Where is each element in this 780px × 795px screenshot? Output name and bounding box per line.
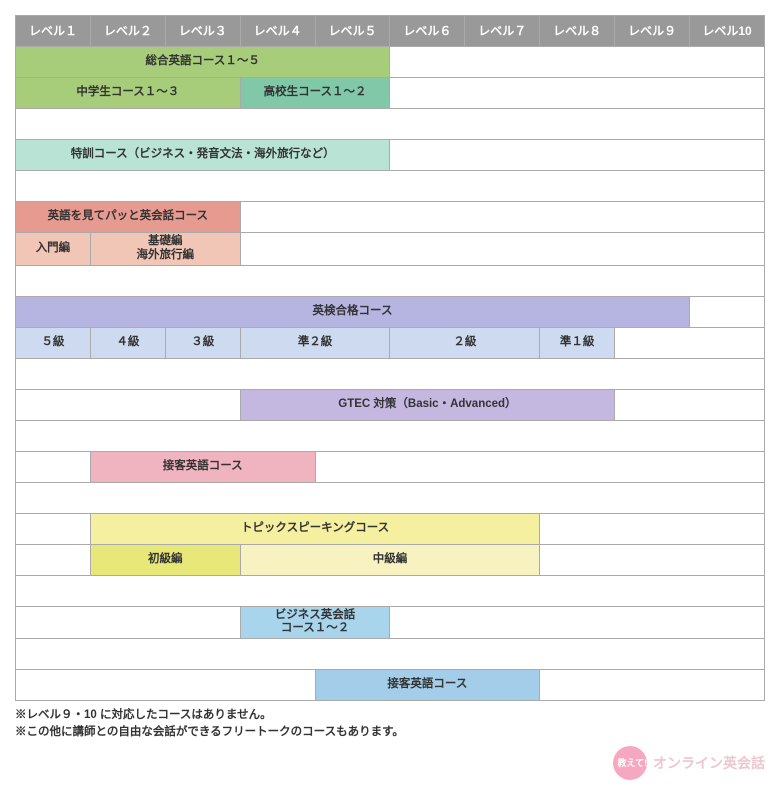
table-row (16, 575, 765, 606)
course-cell: 高校生コース１～２ (240, 78, 390, 109)
footnotes: ※レベル９・10 に対応したコースはありません。※この他に講師との自由な会話がで… (15, 707, 765, 742)
header-cell: レベル３ (165, 16, 240, 47)
table-row (16, 420, 765, 451)
table-row: 接客英語コース (16, 451, 765, 482)
empty-cell (16, 109, 765, 140)
table-row: 入門編基礎編 海外旅行編 (16, 233, 765, 266)
empty-cell (540, 670, 765, 701)
table-row: トピックスピーキングコース (16, 513, 765, 544)
header-cell: レベル８ (540, 16, 615, 47)
course-cell: ４級 (90, 327, 165, 358)
table-row (16, 358, 765, 389)
empty-cell (16, 358, 765, 389)
course-cell: 総合英語コース１～５ (16, 47, 390, 78)
empty-cell (615, 327, 765, 358)
watermark-text: オンライン英会話 (653, 755, 765, 771)
watermark-badge: 教えて! (613, 746, 647, 780)
table-row (16, 482, 765, 513)
course-cell: 準１級 (540, 327, 615, 358)
table-row: 総合英語コース１～５ (16, 47, 765, 78)
watermark: 教えて! オンライン英会話 (15, 746, 765, 780)
header-cell: レベル２ (90, 16, 165, 47)
course-cell: 英検合格コース (16, 296, 690, 327)
header-row: レベル１レベル２レベル３レベル４レベル５レベル６レベル７レベル８レベル９レベル1… (16, 16, 765, 47)
table-row (16, 109, 765, 140)
course-cell: 英語を見てパッと英会話コース (16, 202, 241, 233)
course-cell: ３級 (165, 327, 240, 358)
course-cell: 中級編 (240, 544, 540, 575)
empty-cell (390, 140, 765, 171)
table-row (16, 639, 765, 670)
header-cell: レベル10 (690, 16, 765, 47)
empty-cell (16, 420, 765, 451)
course-cell: 接客英語コース (315, 670, 540, 701)
empty-cell (615, 389, 765, 420)
course-cell: 入門編 (16, 233, 91, 266)
table-row: 特訓コース（ビジネス・発音文法・海外旅行など） (16, 140, 765, 171)
table-row: 英検合格コース (16, 296, 765, 327)
empty-cell (16, 171, 765, 202)
empty-cell (540, 513, 765, 544)
table-row: 初級編中級編 (16, 544, 765, 575)
empty-cell (16, 606, 241, 639)
empty-cell (16, 482, 765, 513)
empty-cell (16, 575, 765, 606)
course-cell: 基礎編 海外旅行編 (90, 233, 240, 266)
empty-cell (16, 389, 241, 420)
empty-cell (240, 233, 764, 266)
course-cell: ビジネス英会話 コース１～２ (240, 606, 390, 639)
header-cell: レベル４ (240, 16, 315, 47)
course-level-chart: レベル１レベル２レベル３レベル４レベル５レベル６レベル７レベル８レベル９レベル1… (15, 15, 765, 780)
empty-cell (540, 544, 765, 575)
empty-cell (16, 670, 316, 701)
course-cell: 接客英語コース (90, 451, 315, 482)
course-cell: GTEC 対策（Basic・Advanced） (240, 389, 614, 420)
course-cell: ５級 (16, 327, 91, 358)
empty-cell (16, 451, 91, 482)
table-row: ５級４級３級準２級２級準１級 (16, 327, 765, 358)
empty-cell (390, 78, 765, 109)
empty-cell (16, 513, 91, 544)
header-cell: レベル９ (615, 16, 690, 47)
header-cell: レベル７ (465, 16, 540, 47)
empty-cell (690, 296, 765, 327)
empty-cell (16, 265, 765, 296)
course-table: レベル１レベル２レベル３レベル４レベル５レベル６レベル７レベル８レベル９レベル1… (15, 15, 765, 701)
empty-cell (16, 639, 765, 670)
empty-cell (315, 451, 764, 482)
table-row: 英語を見てパッと英会話コース (16, 202, 765, 233)
table-row: 接客英語コース (16, 670, 765, 701)
header-cell: レベル１ (16, 16, 91, 47)
table-row (16, 171, 765, 202)
header-cell: レベル６ (390, 16, 465, 47)
table-row: GTEC 対策（Basic・Advanced） (16, 389, 765, 420)
empty-cell (390, 47, 765, 78)
footnote-line: ※レベル９・10 に対応したコースはありません。 (15, 707, 765, 724)
course-cell: 初級編 (90, 544, 240, 575)
empty-cell (240, 202, 764, 233)
course-cell: 準２級 (240, 327, 390, 358)
table-row: 中学生コース１～３高校生コース１～２ (16, 78, 765, 109)
course-cell: 中学生コース１～３ (16, 78, 241, 109)
table-row (16, 265, 765, 296)
footnote-line: ※この他に講師との自由な会話ができるフリートークのコースもあります。 (15, 724, 765, 741)
course-cell: ２級 (390, 327, 540, 358)
empty-cell (16, 544, 91, 575)
course-cell: トピックスピーキングコース (90, 513, 539, 544)
empty-cell (390, 606, 765, 639)
table-row: ビジネス英会話 コース１～２ (16, 606, 765, 639)
header-cell: レベル５ (315, 16, 390, 47)
course-cell: 特訓コース（ビジネス・発音文法・海外旅行など） (16, 140, 390, 171)
